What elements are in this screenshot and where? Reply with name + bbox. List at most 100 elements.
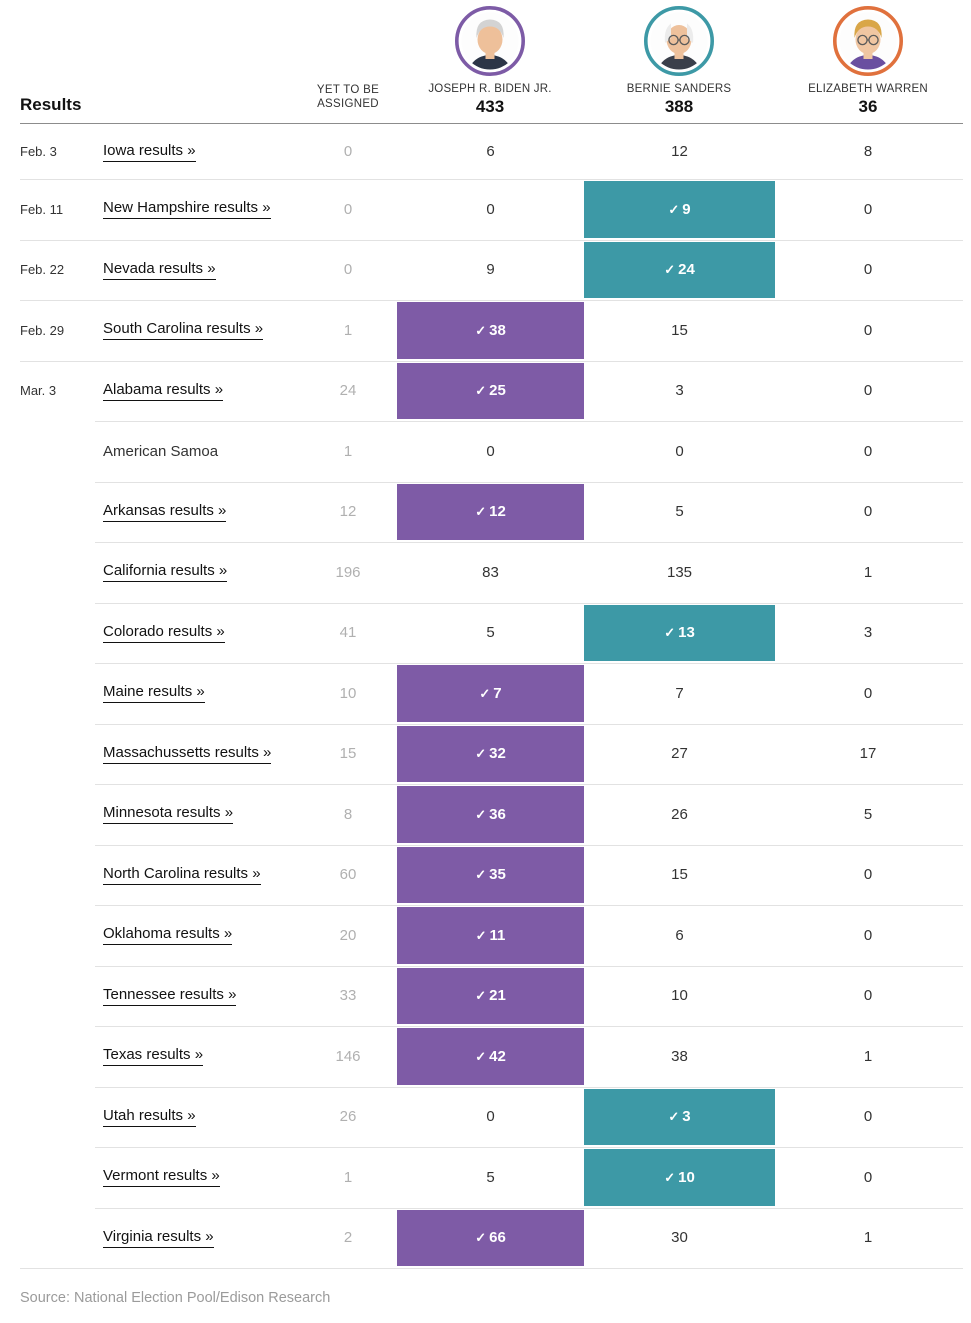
state-results-link[interactable]: Arkansas results » <box>103 502 227 522</box>
candidate-delegate-total: 433 <box>475 97 505 116</box>
contest-date: Mar. 3 <box>20 383 57 399</box>
contest-cell: Utah results » <box>103 1087 196 1148</box>
biden-delegates-value: ✓ 21 <box>397 967 584 1024</box>
table-row: Mar. 3 Alabama results » 24 ✓ 25 3 0 <box>0 360 971 422</box>
biden-delegates-value: 0 <box>486 1108 495 1126</box>
state-results-link[interactable]: Massachussetts results » <box>103 744 272 764</box>
column-header-yet-to-be-assigned: YET TO BE ASSIGNED <box>280 83 416 111</box>
yet-to-be-assigned-value: 12 <box>339 503 357 521</box>
sanders-delegates-value: 15 <box>671 866 688 884</box>
contest-date: Feb. 11 <box>20 201 64 217</box>
winner-check-icon: ✓ <box>475 806 487 822</box>
yet-to-be-assigned-value: 0 <box>343 261 353 279</box>
row-divider <box>95 1207 963 1209</box>
state-results-link[interactable]: Maine results » <box>103 683 205 704</box>
state-results-link[interactable]: Texas results » <box>103 1046 204 1067</box>
winner-delegate-count: 11 <box>489 926 506 944</box>
contest-date: Feb. 29 <box>20 322 65 338</box>
biden-delegates-value: ✓ 32 <box>397 725 584 782</box>
yet-to-be-assigned-value: 1 <box>343 1168 353 1186</box>
state-results-link[interactable]: Tennessee results » <box>103 986 237 1006</box>
biden-delegates-value: 83 <box>482 563 499 581</box>
state-results-link[interactable]: New Hampshire results » <box>103 199 271 220</box>
winner-check-icon: ✓ <box>475 746 487 762</box>
warren-delegates-value: 1 <box>863 1229 873 1247</box>
row-divider <box>95 421 963 422</box>
sanders-delegates-value: 38 <box>671 1047 688 1065</box>
candidate-name: BERNIE SANDERS <box>626 83 732 95</box>
sanders-delegates-value: 6 <box>675 926 684 944</box>
warren-delegates-value: 0 <box>863 866 873 884</box>
warren-delegates-value: 1 <box>863 1047 873 1065</box>
winner-check-icon: ✓ <box>475 988 487 1004</box>
row-divider <box>20 179 963 180</box>
state-results-link[interactable]: North Carolina results » <box>103 865 261 885</box>
contest-cell: California results » <box>103 542 228 603</box>
candidate-delegate-total: 388 <box>664 97 694 116</box>
row-divider <box>95 905 963 906</box>
contest-cell: New Hampshire results » <box>103 179 271 240</box>
winner-delegate-count: 32 <box>489 745 506 763</box>
winner-delegate-count: 66 <box>489 1229 506 1247</box>
state-results-link[interactable]: Iowa results » <box>103 142 196 162</box>
winner-check-icon: ✓ <box>668 201 680 217</box>
state-results-link[interactable]: Colorado results » <box>103 623 225 643</box>
row-divider <box>95 542 963 543</box>
winner-check-icon: ✓ <box>664 625 676 641</box>
candidate-name: JOSEPH R. BIDEN JR. <box>428 83 552 95</box>
state-results-link[interactable]: Alabama results » <box>103 381 224 401</box>
table-row: California results » 196 83 135 1 <box>0 542 971 603</box>
biden-delegates-value: ✓ 66 <box>397 1209 584 1266</box>
biden-delegates-value: 5 <box>486 624 495 642</box>
candidate-header-sanders: BERNIE SANDERS 388 <box>584 5 774 117</box>
winner-delegate-count: 42 <box>489 1047 506 1065</box>
header-rule <box>20 123 963 124</box>
table-row: Arkansas results » 12 ✓ 12 5 0 <box>0 481 971 543</box>
table-row: Feb. 29 South Carolina results » 1 ✓ 38 1… <box>0 300 971 361</box>
row-divider <box>95 965 963 967</box>
table-row: Feb. 3 Iowa results » 0 6 12 8 <box>0 124 971 179</box>
sanders-avatar <box>643 5 715 77</box>
state-results-link[interactable]: Oklahoma results » <box>103 925 233 946</box>
table-row: Feb. 11 New Hampshire results » 0 0 ✓ 9 0 <box>0 179 971 240</box>
warren-delegates-value: 1 <box>863 563 873 581</box>
row-divider <box>20 300 963 301</box>
biden-delegates-value: ✓ 35 <box>397 846 584 903</box>
state-results-link[interactable]: Virginia results » <box>103 1228 214 1248</box>
yet-to-be-assigned-value: 10 <box>339 684 357 702</box>
winner-check-icon: ✓ <box>475 927 487 943</box>
winner-check-icon: ✓ <box>668 1109 680 1125</box>
warren-delegates-value: 0 <box>863 987 873 1005</box>
contest-cell: Texas results » <box>103 1026 204 1087</box>
warren-delegates-value: 3 <box>863 624 873 642</box>
table-row: Massachussetts results » 15 ✓ 32 27 17 <box>0 723 971 785</box>
state-results-link[interactable]: Minnesota results » <box>103 804 234 825</box>
sanders-delegates-value: 26 <box>671 805 688 823</box>
winner-delegate-count: 12 <box>489 503 506 521</box>
winner-check-icon: ✓ <box>664 262 676 278</box>
ytba-line-2: ASSIGNED <box>317 98 379 110</box>
sanders-delegates-value: 15 <box>671 321 688 339</box>
state-results-link[interactable]: Utah results » <box>103 1107 196 1127</box>
warren-delegates-value: 0 <box>863 321 873 339</box>
sanders-delegates-value: ✓ 3 <box>584 1088 775 1145</box>
source-note: Source: National Election Pool/Edison Re… <box>20 1290 331 1306</box>
contest-cell: Colorado results » <box>103 603 225 664</box>
state-results-link[interactable]: Vermont results » <box>103 1167 220 1188</box>
sanders-delegates-value: 30 <box>671 1229 688 1247</box>
state-results-link[interactable]: South Carolina results » <box>103 320 264 341</box>
contest-cell: Oklahoma results » <box>103 905 233 966</box>
row-divider <box>20 360 963 362</box>
contest-cell: Vermont results » <box>103 1147 220 1208</box>
biden-delegates-value: 6 <box>486 143 495 160</box>
state-results-link[interactable]: Nevada results » <box>103 260 216 280</box>
table-row: Utah results » 26 0 ✓ 3 0 <box>0 1086 971 1148</box>
biden-avatar <box>454 5 526 77</box>
state-results-link[interactable]: California results » <box>103 562 228 583</box>
sanders-delegates-value: 7 <box>675 684 684 702</box>
yet-to-be-assigned-value: 2 <box>343 1229 353 1247</box>
results-heading: Results <box>20 95 82 114</box>
winner-delegate-count: 13 <box>678 624 695 642</box>
row-divider <box>95 663 963 664</box>
